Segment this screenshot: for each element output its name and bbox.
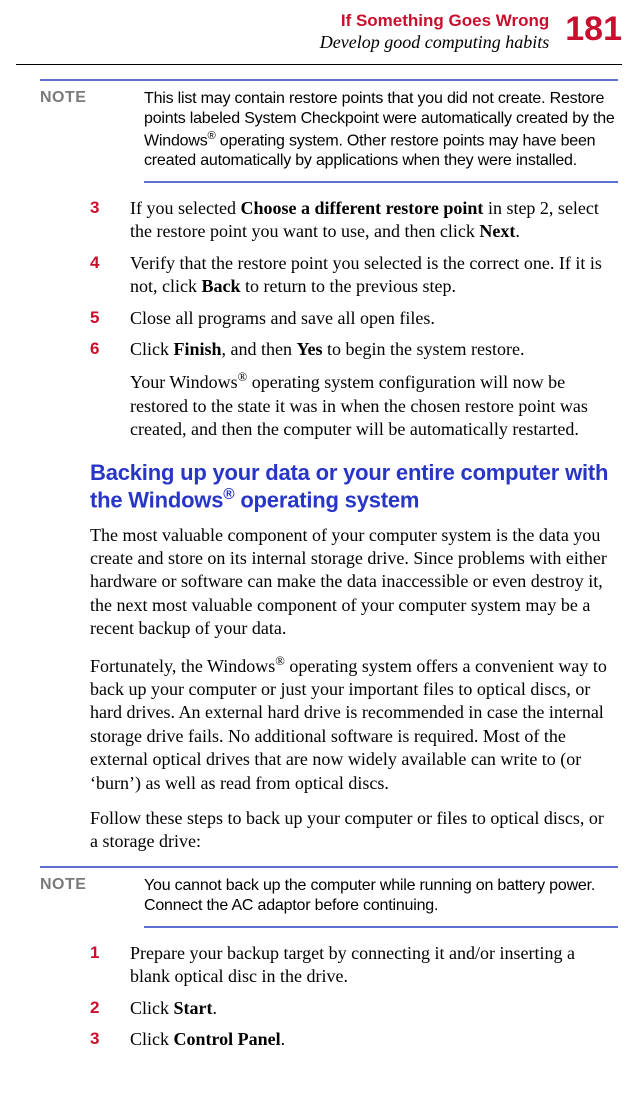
step-text: Click Start. (130, 998, 217, 1018)
step-number: 4 (90, 252, 99, 274)
note-label: NOTE (40, 876, 120, 894)
note-top-rule (40, 866, 618, 868)
step-text: Close all programs and save all open fil… (130, 308, 435, 328)
page-header: If Something Goes Wrong Develop good com… (16, 10, 622, 54)
note-block: NOTE You cannot back up the computer whi… (16, 866, 622, 928)
backup-steps: 1 Prepare your backup target by connectin… (16, 942, 622, 1052)
body-paragraph: Fortunately, the Windows® operating syst… (90, 653, 612, 795)
step-item: 3 If you selected Choose a different rest… (90, 197, 618, 244)
step-text: Click Control Panel. (130, 1029, 285, 1049)
step-number: 2 (90, 997, 99, 1019)
step-number: 1 (90, 942, 99, 964)
step-item: 5 Close all programs and save all open fi… (90, 307, 618, 330)
step-item: 3 Click Control Panel. (90, 1028, 618, 1051)
note-bottom-rule (144, 926, 618, 928)
note-top-rule (40, 79, 618, 81)
step-item: 6 Click Finish, and then Yes to begin the… (90, 338, 618, 442)
step-number: 5 (90, 307, 99, 329)
chapter-title: If Something Goes Wrong (320, 10, 549, 31)
step-text: Prepare your backup target by connecting… (130, 943, 575, 986)
step-number: 6 (90, 338, 99, 360)
restore-steps: 3 If you selected Choose a different rest… (16, 197, 622, 442)
step-item: 2 Click Start. (90, 997, 618, 1020)
step-number: 3 (90, 1028, 99, 1050)
note-block: NOTE This list may contain restore point… (16, 79, 622, 183)
body-paragraph: The most valuable component of your comp… (90, 524, 612, 641)
step-text: Click Finish, and then Yes to begin the … (130, 339, 524, 359)
note-text: You cannot back up the computer while ru… (144, 876, 618, 916)
section-subtitle: Develop good computing habits (320, 31, 549, 54)
header-titles: If Something Goes Wrong Develop good com… (320, 10, 549, 54)
body-paragraph: Follow these steps to back up your compu… (90, 807, 612, 854)
section-body: The most valuable component of your comp… (90, 524, 612, 854)
page-number: 181 (565, 12, 622, 46)
step-text: If you selected Choose a different resto… (130, 198, 599, 241)
step-subtext: Your Windows® operating system configura… (130, 369, 618, 441)
step-text: Verify that the restore point you select… (130, 253, 602, 296)
step-item: 4 Verify that the restore point you selec… (90, 252, 618, 299)
header-rule (16, 64, 622, 65)
step-number: 3 (90, 197, 99, 219)
step-item: 1 Prepare your backup target by connectin… (90, 942, 618, 989)
note-label: NOTE (40, 89, 120, 107)
note-bottom-rule (144, 181, 618, 183)
section-heading: Backing up your data or your entire comp… (90, 460, 612, 514)
document-page: If Something Goes Wrong Develop good com… (0, 0, 638, 1085)
note-text: This list may contain restore points tha… (144, 89, 618, 171)
